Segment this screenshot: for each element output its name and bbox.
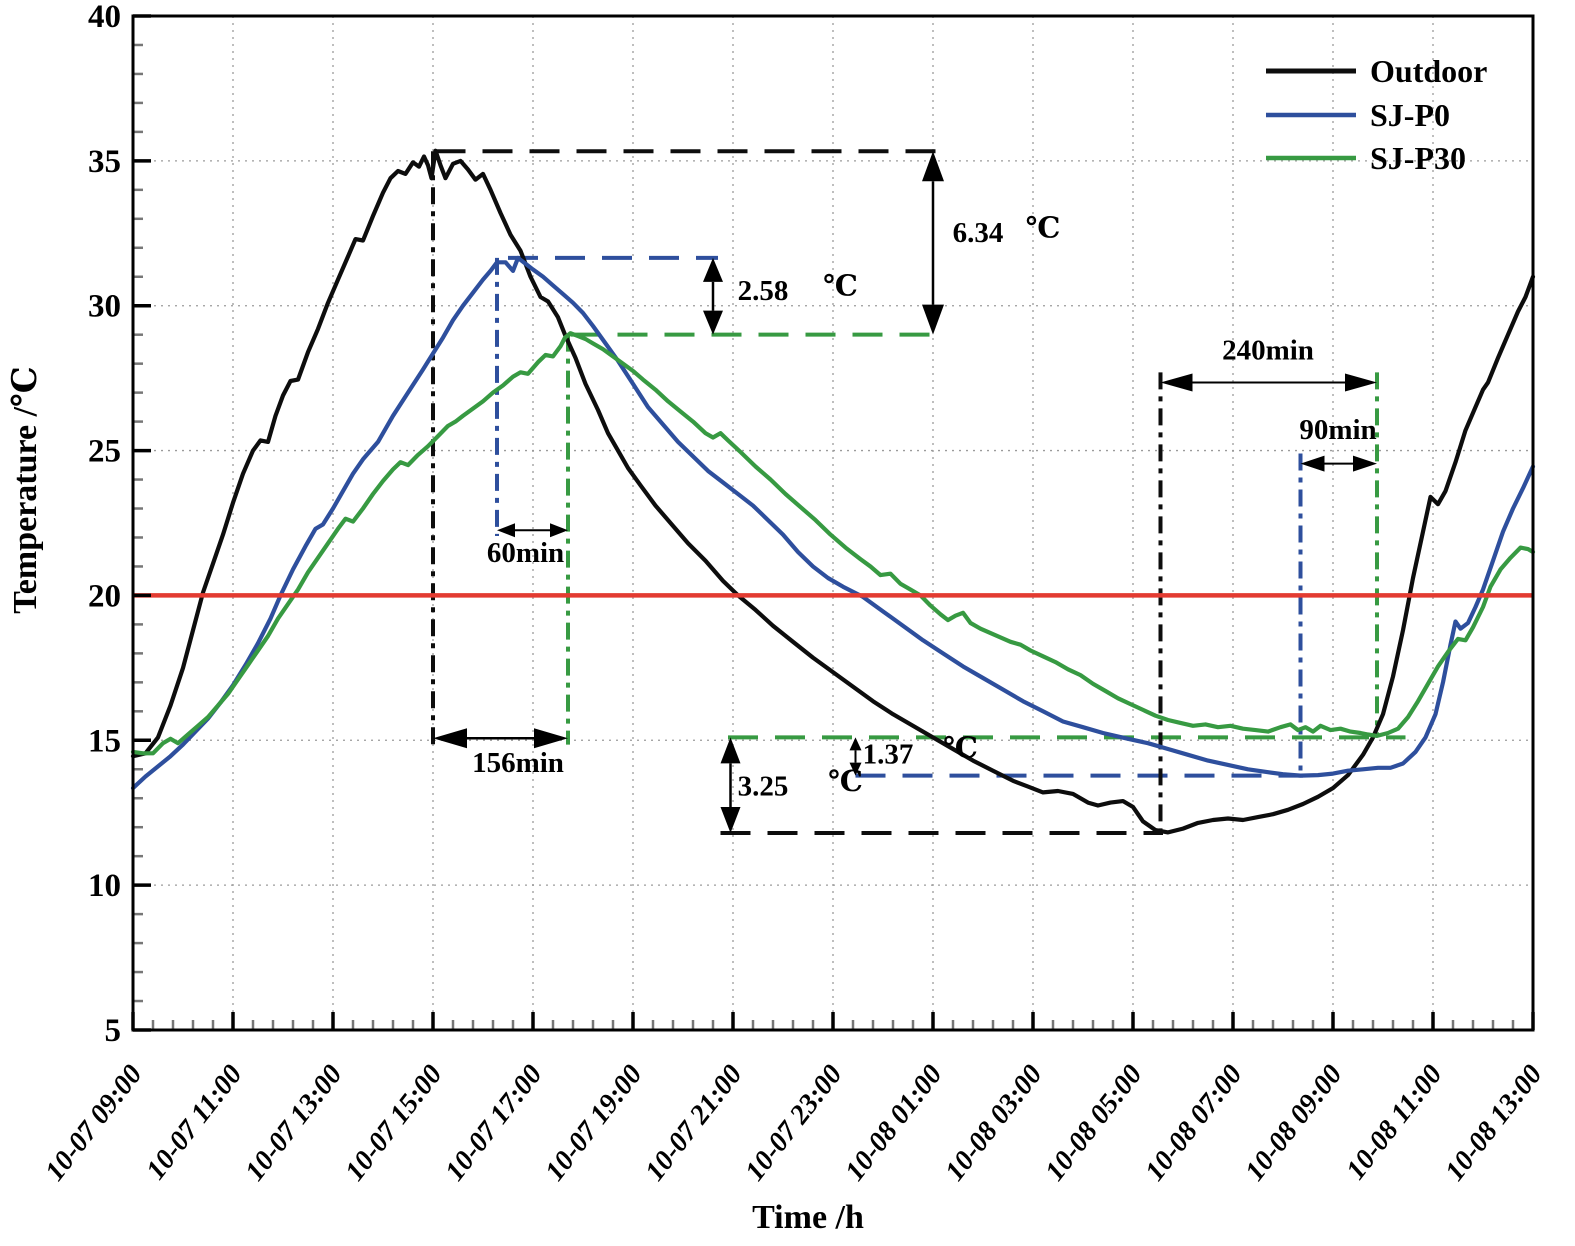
- x-tick-label: 10-08 11:00: [1340, 1059, 1448, 1185]
- annotation-value-label: 6.34: [953, 217, 1004, 249]
- annotation-duration-label: 90min: [1299, 414, 1376, 446]
- arrow-head: [534, 728, 568, 749]
- x-tick-label: 10-08 05:00: [1039, 1059, 1148, 1187]
- x-tick-label: 10-08 09:00: [1239, 1059, 1348, 1187]
- arrow-head: [720, 737, 741, 764]
- x-tick-label: 10-07 23:00: [739, 1059, 848, 1187]
- annotation-unit-label: ℃: [823, 271, 858, 303]
- annotation-value-label: 1.37: [863, 738, 914, 770]
- y-tick-label: 5: [105, 1013, 122, 1049]
- annotation-duration-label: 240min: [1222, 334, 1314, 366]
- series-line-sj-p0: [130, 255, 1536, 791]
- x-tick-label: 10-07 15:00: [339, 1059, 448, 1187]
- annotation-value-label: 2.58: [738, 275, 789, 307]
- legend: Outdoor SJ-P0 SJ-P30: [1266, 53, 1487, 176]
- annotation-unit-label: ℃: [943, 733, 978, 765]
- arrow-head: [849, 762, 862, 776]
- y-tick-label: 40: [88, 0, 121, 35]
- legend-label-sjp30: SJ-P30: [1370, 140, 1466, 176]
- y-tick-label: 15: [88, 723, 121, 759]
- legend-label-outdoor: Outdoor: [1370, 53, 1487, 89]
- annotation-value-label: 3.25: [738, 770, 789, 802]
- y-axis-title: Temperature /℃: [7, 366, 44, 614]
- x-tick-label: 10-08 03:00: [939, 1059, 1048, 1187]
- y-tick-label: 25: [88, 434, 121, 470]
- series-line-sj-p30: [130, 331, 1536, 756]
- annotation-duration-label: 60min: [487, 537, 564, 569]
- plot-area: 6.34 ℃2.58 ℃3.25 ℃1.37 ℃60min156min240min90m…: [39, 0, 1548, 1187]
- arrow-head: [922, 304, 944, 335]
- arrow-head: [1353, 455, 1377, 472]
- y-tick-label: 20: [88, 578, 121, 614]
- x-tick-label: 10-07 21:00: [639, 1059, 748, 1187]
- arrow-head: [433, 728, 467, 749]
- arrow-head: [703, 257, 723, 282]
- y-tick-label: 30: [88, 289, 121, 325]
- arrow-head: [720, 806, 741, 833]
- arrow-head: [1345, 373, 1377, 392]
- annotation-unit-label: ℃: [1026, 213, 1061, 245]
- arrow-head: [1160, 373, 1193, 392]
- arrow-head: [550, 523, 568, 538]
- x-tick-label: 10-07 19:00: [539, 1059, 648, 1187]
- x-tick-label: 10-07 11:00: [140, 1059, 248, 1185]
- x-tick-label: 10-08 01:00: [839, 1059, 948, 1187]
- x-tick-label: 10-07 09:00: [39, 1059, 148, 1187]
- arrow-head: [849, 737, 862, 751]
- arrow-head: [1300, 455, 1325, 472]
- annotation-duration-label: 156min: [472, 747, 564, 779]
- series-line-outdoor: [130, 148, 1536, 835]
- legend-label-sjp0: SJ-P0: [1370, 97, 1450, 133]
- x-tick-label: 10-08 07:00: [1139, 1059, 1248, 1187]
- x-axis-title: Time /h: [752, 1199, 864, 1236]
- arrow-head: [703, 310, 723, 335]
- plot-frame: [131, 14, 1535, 1032]
- y-tick-label: 10: [88, 868, 121, 904]
- arrow-head: [922, 151, 944, 182]
- x-tick-label: 10-07 17:00: [439, 1059, 548, 1187]
- arrow-head: [497, 523, 515, 538]
- y-tick-label: 35: [88, 144, 121, 180]
- x-tick-label: 10-08 13:00: [1439, 1059, 1548, 1187]
- x-tick-label: 10-07 13:00: [239, 1059, 348, 1187]
